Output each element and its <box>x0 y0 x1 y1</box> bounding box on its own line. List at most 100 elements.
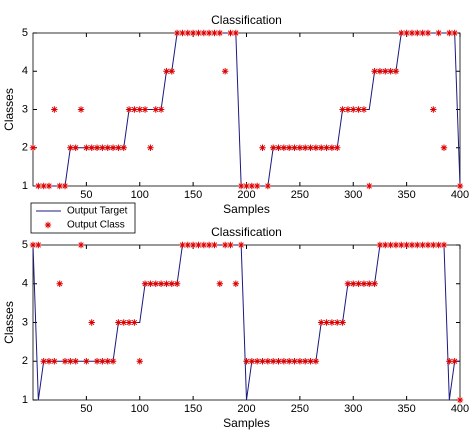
class-marker <box>173 29 181 37</box>
class-marker <box>366 182 373 190</box>
class-marker <box>323 144 330 151</box>
class-marker <box>104 358 111 365</box>
class-marker <box>40 358 47 365</box>
class-marker <box>99 358 106 365</box>
class-marker <box>163 280 170 287</box>
x-tick-label: 400 <box>451 189 469 201</box>
class-marker <box>45 358 53 365</box>
y-tick-label: 2 <box>22 142 28 154</box>
y-tick-label: 4 <box>22 278 28 290</box>
class-marker <box>419 241 426 249</box>
class-marker <box>328 144 336 151</box>
class-marker <box>227 241 234 249</box>
class-marker <box>243 182 250 190</box>
class-marker <box>157 106 165 113</box>
class-marker <box>339 319 346 326</box>
y-tick-label: 4 <box>22 65 28 77</box>
class-marker <box>189 29 197 37</box>
class-marker <box>376 241 384 249</box>
class-marker <box>286 358 293 365</box>
class-marker <box>307 358 314 365</box>
x-tick-label: 300 <box>344 189 362 201</box>
class-marker <box>77 106 85 113</box>
class-marker <box>93 358 101 365</box>
class-marker <box>296 144 304 151</box>
class-marker <box>264 358 272 365</box>
x-tick-label: 50 <box>80 403 92 415</box>
class-marker <box>275 358 282 365</box>
class-marker <box>131 106 138 113</box>
class-marker <box>264 182 272 190</box>
class-marker <box>125 106 133 113</box>
class-marker <box>387 241 394 249</box>
class-marker <box>221 241 229 249</box>
class-marker <box>451 358 458 365</box>
class-marker <box>72 358 79 365</box>
class-marker <box>275 144 282 151</box>
class-marker <box>83 358 90 365</box>
x-tick-label: 250 <box>291 403 309 415</box>
class-marker <box>221 68 229 75</box>
class-marker <box>382 68 389 75</box>
class-marker <box>40 182 47 190</box>
class-marker <box>269 358 277 365</box>
class-marker <box>120 144 127 151</box>
class-marker <box>179 241 186 249</box>
axes-box <box>32 244 461 401</box>
class-marker <box>93 144 101 151</box>
class-marker <box>248 358 256 365</box>
class-marker <box>339 106 346 113</box>
class-marker <box>29 144 37 151</box>
class-marker <box>88 144 95 151</box>
class-marker <box>291 358 298 365</box>
x-axis-label: Samples <box>223 202 270 216</box>
class-marker <box>211 29 218 37</box>
class-marker <box>120 319 127 326</box>
class-marker <box>88 319 95 326</box>
class-marker <box>280 358 288 365</box>
class-marker <box>141 280 149 287</box>
x-tick-label: 250 <box>291 189 309 201</box>
class-marker <box>376 68 384 75</box>
y-tick-label: 5 <box>22 27 28 39</box>
class-marker <box>323 319 330 326</box>
class-marker <box>392 68 400 75</box>
class-marker <box>205 29 213 37</box>
class-marker <box>163 68 170 75</box>
axes-box <box>32 32 461 187</box>
class-marker <box>179 29 186 37</box>
class-marker <box>259 144 266 151</box>
x-tick-label: 350 <box>397 403 415 415</box>
class-marker <box>302 144 309 151</box>
class-marker <box>286 144 293 151</box>
y-tick-label: 2 <box>22 355 28 367</box>
class-marker <box>360 106 368 113</box>
class-marker <box>424 29 432 37</box>
class-marker <box>205 241 213 249</box>
class-marker <box>195 241 202 249</box>
class-marker <box>227 29 234 37</box>
chart-title: Classification <box>211 13 282 27</box>
class-marker <box>344 280 352 287</box>
class-marker <box>269 144 277 151</box>
x-tick-label: 150 <box>184 189 202 201</box>
legend-label: Output Class <box>67 220 125 231</box>
class-marker <box>184 241 191 249</box>
x-tick-label: 200 <box>237 189 255 201</box>
class-marker <box>237 241 245 249</box>
class-marker <box>435 29 442 37</box>
class-marker <box>350 280 357 287</box>
class-marker <box>398 241 405 249</box>
class-marker <box>328 319 336 326</box>
class-marker <box>99 144 106 151</box>
class-marker <box>456 182 464 190</box>
chart-title: Classification <box>211 225 282 239</box>
class-marker <box>366 280 373 287</box>
class-marker <box>456 396 464 404</box>
class-marker <box>312 144 320 151</box>
class-marker <box>355 280 362 287</box>
class-marker <box>318 144 325 151</box>
class-marker <box>131 319 138 326</box>
class-marker <box>67 358 74 365</box>
class-marker <box>29 241 37 249</box>
